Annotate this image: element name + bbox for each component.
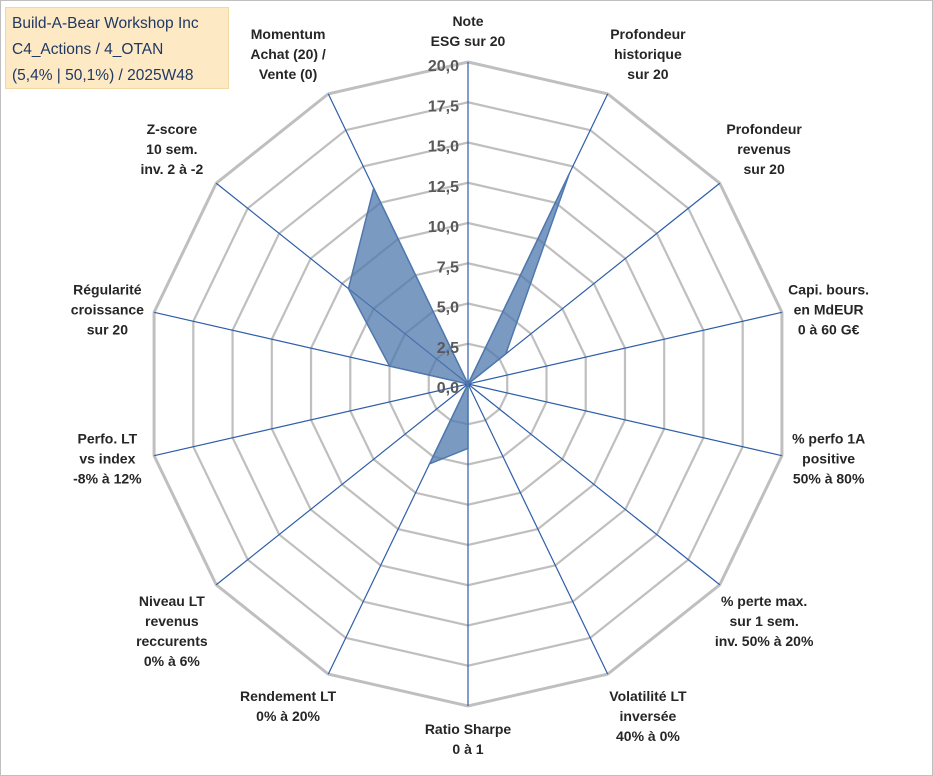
axis-label-line: Profondeur bbox=[610, 26, 686, 42]
axis-label-line: positive bbox=[802, 450, 855, 466]
tick-label-3: 7,5 bbox=[437, 259, 459, 276]
axis-label-line: -8% à 12% bbox=[73, 470, 142, 486]
axis-label-line: Profondeur bbox=[726, 121, 802, 137]
spoke-perfo-1a bbox=[467, 383, 783, 457]
tick-label-5: 12,5 bbox=[428, 179, 459, 196]
axis-label-niveau-lt-revenus: Niveau LT revenus reccurents 0% à 6% bbox=[136, 593, 208, 669]
axis-label-perfo-1a: % perfo 1A positive 50% à 80% bbox=[792, 430, 865, 486]
axis-label-line: inv. 50% à 20% bbox=[715, 633, 814, 649]
axis-label-line: sur 20 bbox=[87, 322, 128, 338]
axis-label-perfo-lt-vs-index: Perfo. LT vs index -8% à 12% bbox=[73, 430, 142, 486]
axis-label-line: Perfo. LT bbox=[78, 430, 138, 446]
title-line-company: Build-A-Bear Workshop Inc bbox=[12, 15, 199, 32]
axis-label-line: reccurents bbox=[136, 633, 208, 649]
axis-label-capi-bours: Capi. bours. en MdEUR 0 à 60 G€ bbox=[788, 282, 869, 338]
radar-axis-labels: Note ESG sur 20 Profondeur historique sur 20… bbox=[71, 13, 869, 757]
tick-label-4: 10,0 bbox=[428, 219, 459, 236]
axis-label-line: Note bbox=[452, 13, 483, 29]
axis-label-line: sur 20 bbox=[744, 161, 785, 177]
axis-label-momentum: Momentum Achat (20) / Vente (0) bbox=[250, 26, 326, 82]
tick-label-0: 0,0 bbox=[437, 380, 459, 397]
axis-label-line: Ratio Sharpe bbox=[425, 721, 512, 737]
axis-label-line: sur 1 sem. bbox=[729, 613, 798, 629]
axis-label-line: Momentum bbox=[251, 26, 326, 42]
axis-label-line: inv. 2 à -2 bbox=[140, 161, 203, 177]
axis-label-regularite-croissance: Régularité croissance sur 20 bbox=[71, 282, 144, 338]
axis-label-line: 0% à 20% bbox=[256, 708, 320, 724]
axis-label-line: 10 sem. bbox=[146, 141, 197, 157]
axis-label-line: Z-score bbox=[147, 121, 198, 137]
axis-label-ratio-sharpe: Ratio Sharpe 0 à 1 bbox=[425, 721, 512, 757]
spoke-profondeur-revenus bbox=[467, 182, 721, 385]
spoke-perte-max bbox=[467, 383, 721, 586]
axis-label-z-score: Z-score 10 sem. inv. 2 à -2 bbox=[140, 121, 203, 177]
axis-label-rendement-lt: Rendement LT 0% à 20% bbox=[240, 688, 337, 724]
axis-label-profondeur-historique: Profondeur historique sur 20 bbox=[610, 26, 686, 82]
tick-label-7: 17,5 bbox=[428, 98, 459, 115]
axis-label-line: en MdEUR bbox=[794, 302, 864, 318]
title-box: Build-A-Bear Workshop Inc C4_Actions / 4… bbox=[5, 7, 229, 89]
axis-label-line: Achat (20) / bbox=[250, 46, 326, 62]
axis-label-line: 40% à 0% bbox=[616, 728, 680, 744]
tick-label-6: 15,0 bbox=[428, 139, 459, 156]
axis-label-volatilite-lt: Volatilité LT inversée 40% à 0% bbox=[609, 688, 687, 744]
axis-label-line: inversée bbox=[620, 708, 677, 724]
spoke-volatilite-lt bbox=[467, 383, 609, 675]
axis-label-line: 0% à 6% bbox=[144, 653, 201, 669]
axis-label-line: Volatilité LT bbox=[609, 688, 687, 704]
axis-label-line: % perte max. bbox=[721, 593, 807, 609]
title-line-stats: (5,4% | 50,1%) / 2025W48 bbox=[12, 67, 194, 84]
axis-label-note: Note ESG sur 20 bbox=[431, 13, 506, 49]
axis-label-line: Rendement LT bbox=[240, 688, 337, 704]
axis-label-line: Régularité bbox=[73, 282, 142, 298]
axis-label-perte-max: % perte max. sur 1 sem. inv. 50% à 20% bbox=[715, 593, 814, 649]
spoke-niveau-lt-revenus bbox=[215, 383, 469, 586]
tick-label-8: 20,0 bbox=[428, 58, 459, 75]
axis-label-line: ESG sur 20 bbox=[431, 33, 506, 49]
axis-label-line: vs index bbox=[79, 450, 135, 466]
axis-label-line: croissance bbox=[71, 302, 144, 318]
axis-label-line: 0 à 1 bbox=[452, 741, 483, 757]
radar-tick-labels: 0,0 2,5 5,0 7,5 10,0 12,5 15,0 17,5 20,0 bbox=[428, 58, 459, 397]
axis-label-line: 50% à 80% bbox=[793, 470, 865, 486]
axis-label-line: Vente (0) bbox=[259, 66, 317, 82]
axis-label-line: Capi. bours. bbox=[788, 282, 869, 298]
axis-label-line: % perfo 1A bbox=[792, 430, 865, 446]
spoke-capi-bours bbox=[467, 311, 783, 385]
axis-label-line: sur 20 bbox=[627, 66, 668, 82]
spoke-perfo-lt-vs-index bbox=[153, 383, 469, 457]
axis-label-line: revenus bbox=[145, 613, 199, 629]
series-area-0 bbox=[347, 173, 570, 466]
title-line-category: C4_Actions / 4_OTAN bbox=[12, 41, 164, 58]
axis-label-line: 0 à 60 G€ bbox=[798, 322, 860, 338]
axis-label-profondeur-revenus: Profondeur revenus sur 20 bbox=[726, 121, 802, 177]
axis-label-line: historique bbox=[614, 46, 682, 62]
tick-label-2: 5,0 bbox=[437, 300, 459, 317]
axis-label-line: Niveau LT bbox=[139, 593, 205, 609]
radar-series bbox=[347, 173, 570, 466]
axis-label-line: revenus bbox=[737, 141, 791, 157]
radar-spokes bbox=[153, 62, 783, 706]
tick-label-1: 2,5 bbox=[437, 340, 459, 357]
